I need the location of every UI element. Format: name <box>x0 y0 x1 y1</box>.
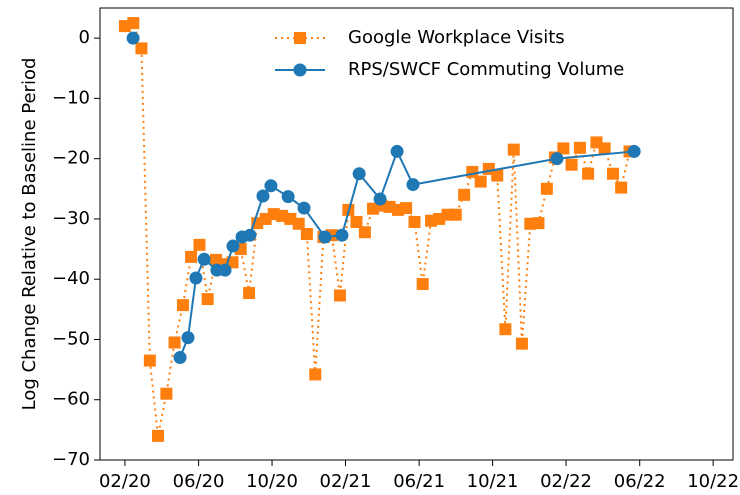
plot-frame <box>99 7 734 461</box>
data-point <box>281 190 295 204</box>
data-point <box>352 167 366 181</box>
data-point <box>181 331 195 345</box>
data-point <box>335 228 349 242</box>
y-tick-label: −30 <box>52 208 90 229</box>
y-tick-label: 0 <box>79 27 90 48</box>
data-point <box>173 351 187 365</box>
data-point <box>607 167 620 180</box>
data-point <box>189 271 203 285</box>
x-tick-label: 10/20 <box>246 471 298 492</box>
data-point <box>458 188 471 201</box>
data-point <box>598 142 611 155</box>
data-point <box>318 230 332 244</box>
data-point <box>627 144 641 158</box>
data-point <box>358 226 371 239</box>
x-tick-label: 02/20 <box>99 471 151 492</box>
data-point <box>193 238 206 251</box>
data-point <box>499 323 512 336</box>
data-point <box>557 142 570 155</box>
x-tick-label: 10/22 <box>687 471 739 492</box>
data-point <box>127 17 140 30</box>
data-point <box>292 217 305 230</box>
data-point <box>550 152 564 166</box>
data-point <box>300 228 313 240</box>
data-point <box>573 141 586 154</box>
y-tick-label: −70 <box>52 449 90 470</box>
data-point <box>449 208 462 221</box>
data-point <box>197 252 211 266</box>
data-point <box>143 354 156 367</box>
y-tick-label: −40 <box>52 268 90 289</box>
data-point <box>532 217 545 230</box>
x-tick-label: 06/21 <box>393 471 445 492</box>
data-point <box>176 299 189 312</box>
data-point <box>390 144 404 158</box>
data-point <box>416 278 429 291</box>
data-point <box>582 167 595 180</box>
legend-marker <box>294 32 306 44</box>
x-tick-label: 02/22 <box>540 471 592 492</box>
data-point <box>264 179 278 193</box>
data-point <box>243 228 257 242</box>
data-point <box>615 181 628 194</box>
data-point <box>135 42 148 55</box>
data-point <box>297 201 311 215</box>
series-line <box>124 21 631 437</box>
data-point <box>474 175 487 188</box>
x-tick-label: 06/20 <box>173 471 225 492</box>
data-point <box>226 239 240 253</box>
x-tick-label: 02/21 <box>320 471 372 492</box>
data-point <box>540 182 553 195</box>
data-point <box>408 215 421 228</box>
legend-label: Google Workplace Visits <box>348 27 565 48</box>
data-point <box>168 336 181 349</box>
data-point <box>152 429 165 442</box>
y-tick-label: −10 <box>52 87 90 108</box>
data-point <box>201 293 214 306</box>
data-point <box>565 158 578 171</box>
y-tick-label: −20 <box>52 148 90 169</box>
data-point <box>243 287 256 300</box>
x-tick-label: 10/21 <box>467 471 519 492</box>
legend-marker <box>293 63 307 77</box>
data-point <box>491 169 504 182</box>
data-point <box>406 178 420 192</box>
data-point <box>256 189 270 203</box>
data-point <box>309 368 322 381</box>
data-point <box>373 192 387 206</box>
data-point <box>333 289 346 302</box>
x-tick-label: 06/22 <box>614 471 666 492</box>
y-tick-label: −60 <box>52 389 90 410</box>
data-point <box>507 143 520 156</box>
data-point <box>185 250 198 263</box>
data-point <box>400 202 413 215</box>
data-point <box>515 337 528 350</box>
data-point <box>218 263 232 277</box>
data-point <box>350 215 363 228</box>
legend-label: RPS/SWCF Commuting Volume <box>348 59 624 80</box>
data-point <box>126 31 140 45</box>
y-tick-label: −50 <box>52 328 90 349</box>
data-point <box>160 387 173 400</box>
y-axis-label: Log Change Relative to Baseline Period <box>19 58 40 411</box>
